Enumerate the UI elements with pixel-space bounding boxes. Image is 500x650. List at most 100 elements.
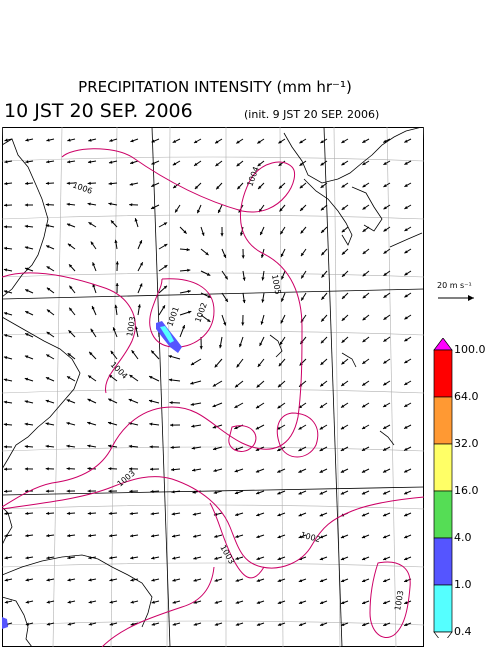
wind-arrow-head (187, 289, 191, 293)
wind-arrow-head (115, 261, 119, 265)
wind-arrow-head (46, 354, 50, 358)
wind-arrow-head (88, 534, 92, 538)
colorbar-segments (433, 338, 453, 638)
wind-arrow-head (169, 401, 173, 405)
wind-arrow-head (88, 578, 92, 582)
wind-arrow-head (4, 578, 8, 582)
colorbar-label: 32.0 (454, 437, 479, 450)
wind-arrow-head (257, 163, 261, 167)
wind-arrow-head (108, 511, 112, 515)
wind-arrow-head (361, 535, 366, 539)
wind-arrow-head (4, 556, 8, 560)
wind-arrow-head (24, 355, 29, 359)
wind-arrow-head (383, 161, 387, 165)
wind-arrow-head (25, 600, 29, 604)
wind-arrow-head (68, 330, 72, 334)
meridian-line (279, 127, 284, 647)
wind-arrow-head (3, 268, 8, 272)
wind-arrow-head (383, 579, 387, 583)
wind-arrow-head (300, 207, 304, 211)
wind-arrow-head (256, 491, 260, 495)
wind-arrow-head (362, 360, 366, 364)
wind-arrow-head (151, 139, 155, 143)
wind-arrow-head (193, 578, 197, 582)
wind-arrow-head (46, 160, 50, 164)
wind-arrow-head (235, 556, 239, 560)
wind-arrow-head (199, 346, 203, 350)
wind-arrow-head (151, 600, 155, 604)
wind-arrow-head (45, 444, 49, 448)
wind-arrow-head (342, 295, 346, 299)
wind-arrow-head (277, 535, 281, 539)
wind-arrow-head (383, 491, 387, 495)
wind-arrow-head (383, 316, 387, 320)
wind-arrow-head (109, 600, 113, 604)
wind-arrow-head (362, 184, 366, 188)
wind-arrow-head (277, 426, 281, 430)
wind-arrow-head (362, 139, 366, 143)
wind-arrow-head (383, 360, 387, 364)
wind-arrow-head (3, 290, 8, 294)
wind-arrow-head (4, 138, 8, 142)
wind-arrow-head (67, 138, 71, 142)
wind-arrow-head (130, 556, 134, 560)
wind-arrow-head (151, 556, 155, 560)
wind-arrow-head (46, 245, 50, 249)
wind-arrow-head (321, 318, 325, 322)
wind-arrow-head (235, 622, 240, 626)
wind-arrow-head (67, 160, 71, 164)
wind-arrow-head (404, 623, 408, 626)
wind-arrow-head (362, 623, 366, 626)
wind-arrow-head (242, 277, 246, 281)
wind-arrow-head (404, 382, 408, 385)
wind-arrow-head (25, 622, 30, 626)
wind-arrow-head (341, 579, 345, 583)
wind-arrow-head (139, 240, 143, 244)
wind-arrow-head (172, 534, 176, 538)
domain-line (151, 127, 171, 647)
wind-arrow-head (362, 250, 366, 254)
wind-arrow-head (91, 306, 95, 310)
wind-vectors (3, 138, 412, 627)
wind-arrow-head (46, 511, 50, 515)
colorbar-bottom-triangle (433, 631, 453, 638)
domain-line (2, 288, 424, 300)
wind-arrow-head (319, 513, 324, 517)
wind-arrow-head (235, 513, 239, 517)
domain-line (323, 127, 343, 647)
wind-arrow-head (190, 402, 194, 406)
wind-arrow-head (88, 138, 92, 142)
wind-arrow-head (320, 162, 324, 166)
wind-arrow-head (214, 556, 218, 560)
wind-arrow-head (25, 311, 29, 314)
wind-arrow-head (129, 512, 133, 516)
wind-arrow-head (201, 232, 205, 236)
wind-arrow-head (260, 254, 264, 258)
wind-arrow-head (404, 228, 408, 231)
wind-arrow-head (4, 160, 8, 164)
meridian-line (386, 127, 397, 647)
wind-arrow-head (172, 162, 177, 166)
wind-arrow-head (151, 183, 155, 187)
colorbar-label: 4.0 (454, 531, 472, 544)
wind-arrow-head (281, 298, 285, 302)
wind-arrow-head (151, 534, 155, 538)
wind-arrow-head (235, 600, 240, 604)
wind-arrow-head (163, 285, 167, 289)
wind-arrow-head (256, 557, 260, 560)
wind-arrow-head (340, 535, 345, 539)
wind-arrow-head (130, 578, 134, 582)
wind-arrow-head (110, 350, 114, 355)
wind-arrow-head (404, 183, 408, 187)
wind-arrow-head (108, 202, 112, 206)
wind-arrow-head (67, 353, 71, 357)
wind-arrow-head (24, 224, 28, 228)
wind-arrow-head (194, 185, 199, 189)
wind-arrow-head (301, 297, 305, 301)
wind-arrow-head (109, 622, 113, 626)
wind-arrow-head (46, 622, 51, 626)
wind-arrow-head (383, 513, 387, 517)
wind-arrow-head (149, 376, 153, 379)
wind-arrow-head (67, 556, 71, 560)
wind-arrow-head (45, 489, 49, 493)
